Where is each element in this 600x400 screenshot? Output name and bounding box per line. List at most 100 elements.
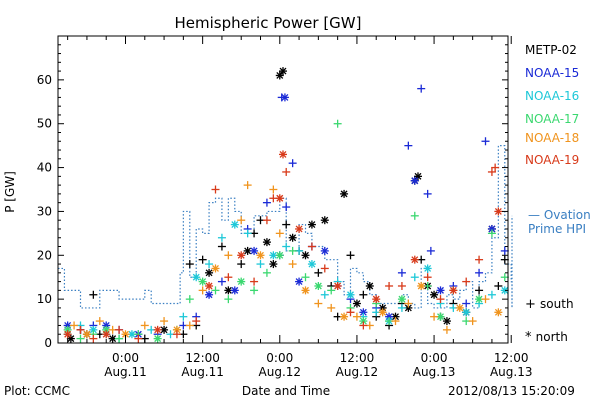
data-point-south — [224, 273, 233, 282]
data-point-north — [192, 273, 201, 282]
marker-stroke — [154, 326, 162, 334]
data-point-south — [417, 84, 426, 93]
x-tick-date-label: Aug.13 — [413, 365, 456, 379]
data-point-north — [237, 277, 246, 286]
data-point-north — [410, 176, 419, 185]
data-point-south — [487, 229, 496, 238]
data-point-south — [288, 246, 297, 255]
data-point-south — [269, 185, 278, 194]
data-point-south — [385, 281, 394, 290]
data-point-south — [333, 119, 342, 128]
legend-noaa-16: NOAA-16 — [525, 89, 580, 103]
data-point-south — [140, 321, 149, 330]
data-point-north — [262, 238, 271, 247]
marker-stroke — [205, 269, 213, 277]
data-point-south — [70, 321, 79, 330]
marker-stroke — [417, 282, 425, 290]
data-point-south — [500, 246, 509, 255]
marker-stroke — [244, 247, 252, 255]
marker-stroke — [437, 313, 444, 321]
data-point-north — [455, 303, 464, 312]
data-point-south — [442, 325, 451, 334]
marker-stroke — [424, 264, 432, 272]
data-point-south — [410, 211, 419, 220]
marker-stroke — [276, 194, 284, 202]
data-point-north — [430, 290, 439, 299]
data-point-south — [250, 286, 259, 295]
marker-stroke — [279, 67, 287, 75]
data-point-south — [410, 273, 419, 282]
marker-stroke — [404, 304, 412, 312]
marker-stroke — [276, 72, 284, 79]
marker-stroke — [212, 264, 219, 272]
marker-stroke — [224, 286, 232, 294]
y-tick-label: 10 — [37, 292, 52, 306]
marker-stroke — [366, 282, 374, 290]
legend-noaa-18: NOAA-18 — [525, 131, 580, 145]
data-point-south — [224, 295, 233, 304]
data-point-south — [491, 163, 500, 172]
data-point-south — [256, 260, 265, 269]
data-point-north — [250, 246, 259, 255]
data-point-south — [237, 216, 246, 225]
marker-stroke — [411, 256, 419, 264]
data-point-north — [230, 220, 239, 229]
y-axis-label: P [GW] — [3, 171, 17, 213]
data-point-north — [269, 251, 278, 260]
y-tick-label: 0 — [44, 336, 52, 350]
data-point-north — [205, 290, 214, 299]
x-tick-date-label: Aug.11 — [104, 365, 147, 379]
x-tick-time-label: 12:00 — [494, 351, 529, 365]
data-point-south — [217, 233, 226, 242]
marker-stroke — [250, 247, 258, 255]
data-point-north — [423, 264, 432, 273]
x-tick-time-label: 12:00 — [340, 351, 375, 365]
data-point-south — [301, 273, 310, 282]
marker-stroke — [334, 282, 342, 290]
data-point-north — [352, 299, 361, 308]
data-point-south — [211, 286, 220, 295]
marker-stroke — [321, 216, 329, 224]
data-point-south — [243, 181, 252, 190]
data-point-north — [410, 255, 419, 264]
data-point-south — [494, 281, 503, 290]
marker-stroke — [456, 304, 464, 312]
data-point-south — [262, 198, 271, 207]
data-point-north — [320, 216, 329, 225]
x-tick-time-label: 12:00 — [185, 351, 220, 365]
data-point-south — [327, 286, 336, 295]
data-point-north — [301, 251, 310, 260]
y-tick-label: 40 — [37, 161, 52, 175]
marker-stroke — [257, 251, 264, 259]
marker-stroke — [501, 286, 509, 294]
data-point-south — [185, 321, 194, 330]
marker-stroke — [289, 234, 297, 242]
x-tick-time-label: 0:00 — [112, 351, 139, 365]
data-point-north — [340, 189, 349, 198]
data-point-south — [359, 321, 368, 330]
marker-stroke — [173, 326, 181, 334]
marker-stroke — [83, 330, 91, 338]
data-point-north — [82, 330, 91, 339]
data-point-north — [301, 286, 310, 295]
data-point-south — [262, 216, 271, 225]
marker-stroke — [192, 273, 200, 281]
data-point-north — [66, 334, 75, 343]
marker-stroke — [392, 313, 399, 321]
data-point-south — [475, 268, 484, 277]
data-point-north — [346, 290, 355, 299]
data-point-north — [320, 246, 329, 255]
marker-stroke — [488, 225, 496, 233]
marker-stroke — [411, 177, 419, 185]
marker-stroke — [205, 282, 213, 290]
data-point-north — [494, 207, 503, 216]
data-point-south — [481, 295, 490, 304]
data-point-south — [205, 260, 214, 269]
data-point-south — [397, 268, 406, 277]
data-point-south — [468, 317, 477, 326]
marker-stroke — [308, 260, 316, 268]
marker-stroke — [449, 286, 457, 294]
data-point-north — [487, 224, 496, 233]
data-point-south — [481, 137, 490, 146]
marker-stroke — [494, 308, 502, 316]
